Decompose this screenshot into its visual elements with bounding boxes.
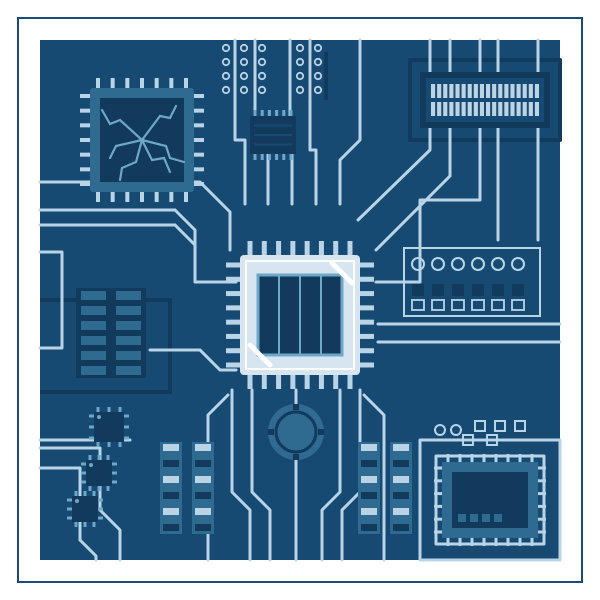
cap-array-0 bbox=[160, 442, 182, 534]
cap-array-1 bbox=[192, 442, 214, 534]
circuit-board-graphic bbox=[0, 0, 600, 600]
cap-array-3 bbox=[390, 442, 412, 534]
cap-array-2 bbox=[358, 442, 380, 534]
pad-block-left bbox=[76, 288, 146, 378]
